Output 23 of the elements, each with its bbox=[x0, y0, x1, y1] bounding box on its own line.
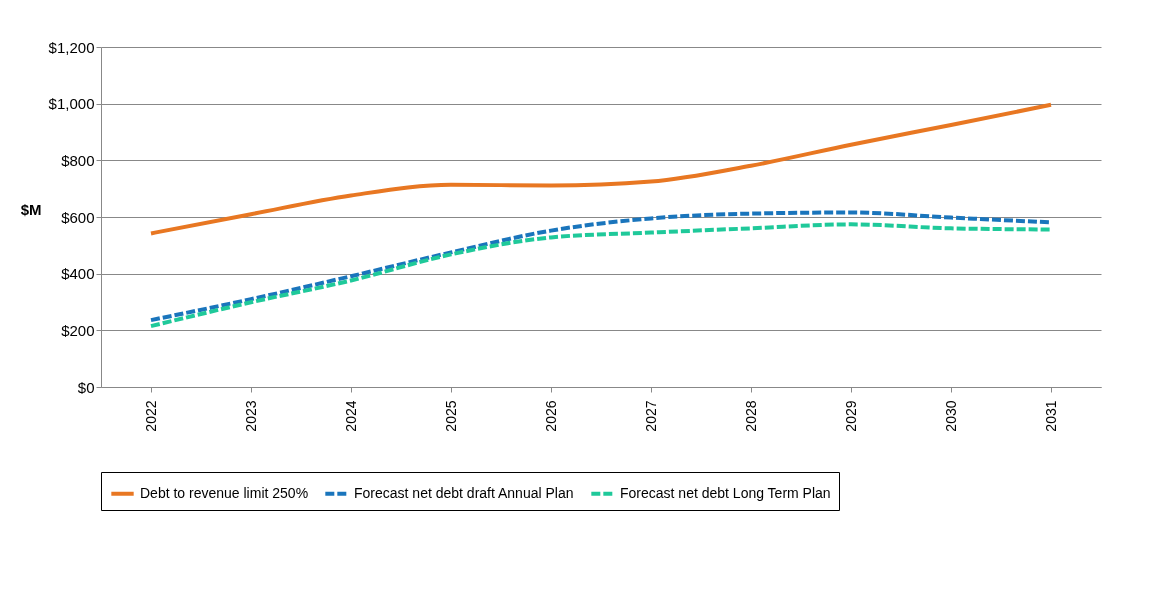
line-series bbox=[149, 102, 1053, 236]
legend-label: Debt to revenue limit 250% bbox=[140, 484, 309, 501]
x-tick-label: 2027 bbox=[642, 400, 659, 432]
y-tick-label: $0 bbox=[77, 378, 95, 396]
y-tick-label: $400 bbox=[61, 265, 95, 283]
x-tick-label: 2025 bbox=[442, 400, 459, 432]
x-tick-label: 2024 bbox=[342, 400, 359, 432]
x-tick-label: 2028 bbox=[742, 400, 759, 432]
x-tick-label: 2029 bbox=[842, 400, 859, 432]
y-tick-label: $800 bbox=[61, 151, 95, 169]
y-axis-title: $M bbox=[20, 200, 42, 218]
x-tick-label: 2022 bbox=[142, 400, 159, 432]
y-tick-label: $200 bbox=[61, 321, 95, 339]
line-series bbox=[149, 222, 1053, 329]
legend-label: Forecast net debt draft Annual Plan bbox=[354, 484, 574, 501]
x-tick-label: 2031 bbox=[1042, 400, 1059, 432]
legend-label: Forecast net debt Long Term Plan bbox=[620, 484, 831, 501]
x-tick-label: 2023 bbox=[242, 400, 259, 432]
x-tick-label: 2026 bbox=[542, 400, 559, 432]
y-tick-label: $1,000 bbox=[48, 95, 95, 113]
y-tick-label: $600 bbox=[61, 208, 95, 226]
x-tick-label: 2030 bbox=[942, 400, 959, 432]
y-tick-label: $1,200 bbox=[48, 38, 95, 56]
